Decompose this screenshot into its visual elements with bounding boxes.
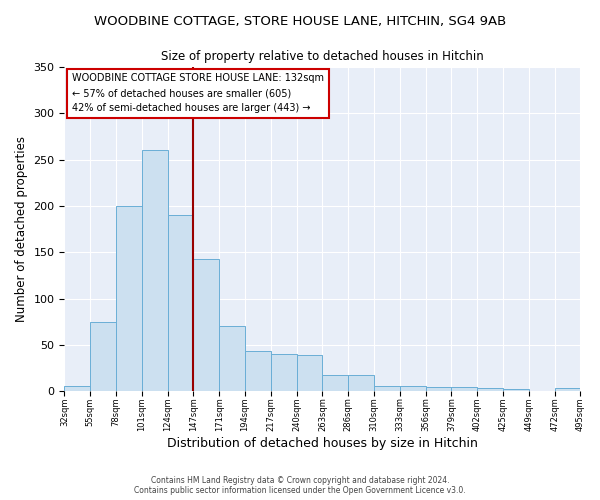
- Text: WOODBINE COTTAGE, STORE HOUSE LANE, HITCHIN, SG4 9AB: WOODBINE COTTAGE, STORE HOUSE LANE, HITC…: [94, 15, 506, 28]
- Bar: [219, 326, 245, 391]
- Text: Contains HM Land Registry data © Crown copyright and database right 2024.
Contai: Contains HM Land Registry data © Crown c…: [134, 476, 466, 495]
- Bar: [554, 388, 580, 391]
- Bar: [116, 206, 142, 391]
- Bar: [374, 386, 400, 391]
- Bar: [245, 352, 271, 391]
- Bar: [90, 322, 116, 391]
- Title: Size of property relative to detached houses in Hitchin: Size of property relative to detached ho…: [161, 50, 484, 63]
- Bar: [193, 258, 219, 391]
- Bar: [503, 390, 529, 391]
- Bar: [64, 386, 90, 391]
- Bar: [425, 386, 451, 391]
- Bar: [477, 388, 503, 391]
- Bar: [348, 374, 374, 391]
- Bar: [322, 374, 348, 391]
- Y-axis label: Number of detached properties: Number of detached properties: [15, 136, 28, 322]
- Bar: [167, 215, 193, 391]
- Bar: [296, 355, 322, 391]
- Bar: [271, 354, 296, 391]
- Text: WOODBINE COTTAGE STORE HOUSE LANE: 132sqm
← 57% of detached houses are smaller (: WOODBINE COTTAGE STORE HOUSE LANE: 132sq…: [72, 74, 324, 113]
- Bar: [451, 388, 477, 391]
- X-axis label: Distribution of detached houses by size in Hitchin: Distribution of detached houses by size …: [167, 437, 478, 450]
- Bar: [142, 150, 167, 391]
- Bar: [400, 386, 425, 391]
